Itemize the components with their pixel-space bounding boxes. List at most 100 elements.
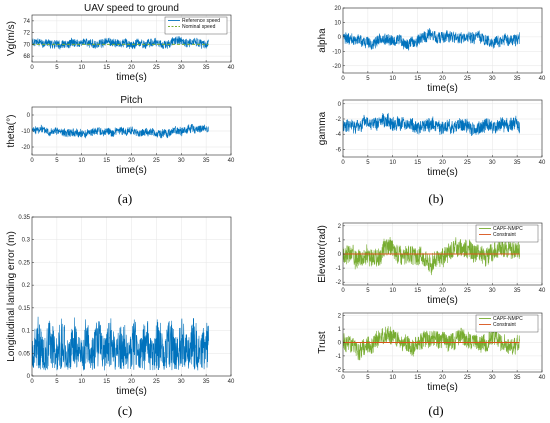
y-axis-label: theta(°) bbox=[6, 115, 17, 148]
y-tick-label: 72 bbox=[23, 31, 30, 37]
x-tick-label: 25 bbox=[464, 375, 471, 381]
legend-box bbox=[475, 224, 539, 243]
x-tick-label: 15 bbox=[103, 158, 110, 164]
x-tick-label: 10 bbox=[389, 76, 396, 82]
x-tick-label: 20 bbox=[439, 375, 446, 381]
x-tick-label: 5 bbox=[55, 65, 59, 71]
series-line-series-0 bbox=[343, 112, 520, 136]
x-tick-label: 30 bbox=[489, 288, 496, 294]
x-tick-label: 35 bbox=[514, 76, 521, 82]
x-tick-label: 40 bbox=[539, 375, 546, 381]
y-tick-label: 0.05 bbox=[18, 351, 30, 357]
chart-title: Pitch bbox=[120, 95, 142, 106]
plots-layer: 0 5 10 15 20 25 30 35 4068707274time(s)Vg(m/s)UA… bbox=[6, 3, 546, 397]
x-tick-label: 40 bbox=[539, 288, 546, 294]
y-tick-label: -20 bbox=[21, 145, 30, 151]
series-line-reference-speed bbox=[32, 36, 209, 51]
x-tick-label: 5 bbox=[55, 158, 59, 164]
x-tick-label: 35 bbox=[203, 379, 210, 385]
y-tick-label: -10 bbox=[332, 49, 341, 55]
x-tick-label: 35 bbox=[514, 375, 521, 381]
legend-entry: CAPF-NMPC bbox=[493, 226, 523, 232]
x-tick-label: 35 bbox=[514, 160, 521, 166]
y-tick-label: -2 bbox=[336, 367, 342, 373]
x-tick-label: 40 bbox=[539, 160, 546, 166]
x-tick-label: 15 bbox=[414, 76, 421, 82]
y-tick-label: -2 bbox=[336, 280, 342, 286]
x-tick-label: 10 bbox=[389, 160, 396, 166]
y-tick-label: -4 bbox=[336, 132, 342, 138]
series-line-series-0 bbox=[32, 316, 209, 371]
x-tick-label: 15 bbox=[414, 375, 421, 381]
x-tick-label: 20 bbox=[439, 288, 446, 294]
legend-entry: Reference speed bbox=[182, 18, 220, 24]
y-tick-label: 2 bbox=[338, 224, 342, 230]
y-tick-label: 0.2 bbox=[22, 283, 31, 289]
y-tick-label: 70 bbox=[23, 42, 30, 48]
chart-d2: 0 5 10 15 20 25 30 35 40 -2 -1 0 1 2 time(s) Trust CAPF-… bbox=[317, 312, 546, 393]
x-tick-label: 30 bbox=[489, 375, 496, 381]
panel-label-d: (d) bbox=[428, 403, 443, 418]
x-tick-label: 0 bbox=[341, 375, 345, 381]
x-axis-label: time(s) bbox=[427, 83, 458, 94]
x-tick-label: 10 bbox=[78, 65, 85, 71]
y-tick-label: -20 bbox=[332, 64, 341, 70]
chart-a1: 0 5 10 15 20 25 30 35 40 68 70 72 74 time(s) Vg(m/s) UA… bbox=[6, 3, 235, 83]
y-tick-label: -6 bbox=[336, 147, 342, 153]
y-tick-label: -10 bbox=[21, 129, 30, 135]
x-tick-label: 40 bbox=[539, 76, 546, 82]
x-tick-label: 15 bbox=[103, 379, 110, 385]
legend-entry: CAPF-NMPC bbox=[493, 316, 523, 322]
y-tick-label: 0.1 bbox=[22, 329, 31, 335]
y-tick-label: 2 bbox=[338, 314, 342, 320]
x-tick-label: 15 bbox=[414, 160, 421, 166]
y-tick-label: 0.3 bbox=[22, 238, 31, 244]
series-line-series-0 bbox=[32, 123, 209, 139]
y-tick-label: 0.35 bbox=[18, 215, 30, 221]
y-tick-label: 0 bbox=[27, 374, 31, 380]
panel-label-a: (a) bbox=[118, 191, 132, 206]
x-tick-label: 15 bbox=[414, 288, 421, 294]
x-tick-label: 30 bbox=[489, 76, 496, 82]
y-tick-label: 0 bbox=[338, 252, 342, 258]
x-tick-label: 35 bbox=[203, 158, 210, 164]
y-tick-label: 0.15 bbox=[18, 306, 30, 312]
y-tick-label: -2 bbox=[336, 117, 342, 123]
y-tick-label: 10 bbox=[334, 20, 341, 26]
x-axis-label: time(s) bbox=[116, 165, 147, 176]
x-tick-label: 5 bbox=[55, 379, 59, 385]
x-axis-label: time(s) bbox=[427, 295, 458, 306]
chart-a2: 0 5 10 15 20 25 30 35 40 -20 -10 0 time(s) theta(°) Pi… bbox=[6, 95, 235, 176]
panel-label-c: (c) bbox=[118, 403, 132, 418]
x-tick-label: 25 bbox=[464, 288, 471, 294]
y-tick-label: -1 bbox=[336, 354, 342, 360]
x-tick-label: 25 bbox=[153, 65, 160, 71]
legend-entry: Constraint bbox=[493, 322, 516, 328]
y-axis-label: gamma bbox=[317, 111, 328, 145]
y-tick-label: 1 bbox=[338, 327, 342, 333]
chart-b2: 0 5 10 15 20 25 30 35 40 -6 -4 -2 0 time(s) gamma bbox=[317, 99, 546, 178]
series-line-series-0 bbox=[343, 28, 520, 51]
x-tick-label: 5 bbox=[366, 160, 370, 166]
x-tick-label: 20 bbox=[128, 65, 135, 71]
x-tick-label: 5 bbox=[366, 375, 370, 381]
legend-box bbox=[164, 16, 228, 35]
panel-label-b: (b) bbox=[428, 191, 443, 206]
x-axis-label: time(s) bbox=[427, 167, 458, 178]
x-tick-label: 5 bbox=[366, 288, 370, 294]
x-tick-label: 20 bbox=[439, 160, 446, 166]
x-tick-label: 15 bbox=[103, 65, 110, 71]
y-tick-label: 68 bbox=[23, 54, 30, 60]
chart-d1: 0 5 10 15 20 25 30 35 40 -2 -1 0 1 2 time(s) Elevator(r… bbox=[317, 222, 546, 306]
y-tick-label: 0 bbox=[338, 35, 342, 41]
y-axis-label: Vg(m/s) bbox=[6, 21, 17, 56]
x-tick-label: 25 bbox=[464, 76, 471, 82]
y-axis-label: Longitudinal landing error (m) bbox=[6, 231, 17, 362]
x-tick-label: 10 bbox=[389, 375, 396, 381]
x-tick-label: 35 bbox=[203, 65, 210, 71]
x-tick-label: 30 bbox=[178, 158, 185, 164]
y-tick-label: -1 bbox=[336, 266, 342, 272]
